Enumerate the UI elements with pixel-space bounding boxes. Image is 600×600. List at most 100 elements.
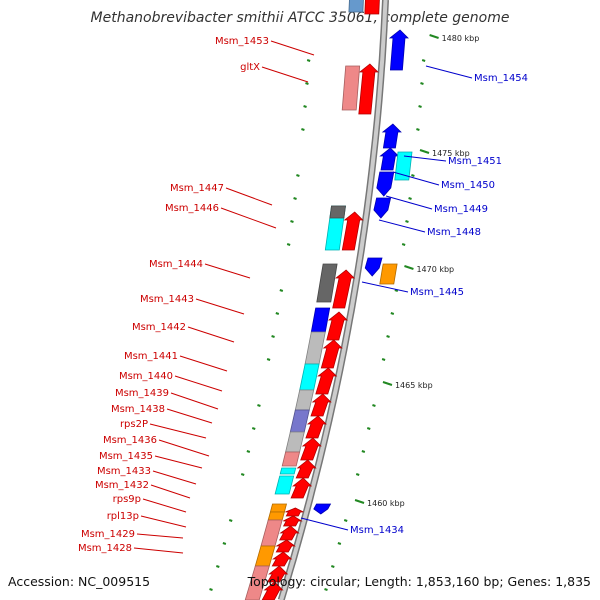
minor-tick — [271, 335, 275, 338]
minor-tick — [386, 335, 390, 338]
gene-feature — [285, 507, 304, 517]
gene-feature — [348, 0, 364, 13]
gene-feature — [379, 263, 398, 285]
minor-tick — [416, 128, 420, 131]
label-layer: Msm_1453 gltX Msm_1447 Msm_1446 Msm_1444 Msm_… — [78, 36, 528, 554]
major-tick — [382, 381, 393, 386]
label-connector — [187, 326, 235, 343]
minor-tick — [411, 174, 415, 177]
accession-text: Accession: NC_009515 — [8, 574, 150, 589]
label-connector — [179, 355, 228, 372]
minor-tick — [337, 542, 342, 545]
gene-feature — [364, 0, 380, 15]
gene-feature — [294, 389, 315, 411]
label-connector — [220, 207, 277, 229]
label-connector — [170, 392, 219, 410]
minor-tick — [408, 197, 412, 200]
gene-label-reverse: Msm_1449 — [434, 204, 488, 215]
minor-tick — [306, 59, 311, 62]
label-connector — [152, 470, 197, 485]
minor-tick — [394, 289, 399, 292]
label-connector — [425, 65, 473, 79]
minor-tick — [228, 519, 233, 522]
minor-tick — [418, 105, 422, 108]
label-connector — [158, 439, 210, 457]
label-connector — [361, 281, 409, 293]
gene-label-forward: Msm_1433 — [97, 466, 151, 477]
gene-feature — [269, 503, 288, 513]
minor-tick — [421, 59, 426, 62]
label-connector — [150, 484, 191, 499]
gene-feature — [376, 171, 395, 197]
label-connector — [225, 187, 273, 206]
gene-feature — [381, 123, 402, 149]
gene-feature — [289, 409, 310, 433]
gene-feature — [326, 311, 348, 341]
label-connector — [392, 171, 440, 186]
gene-feature — [290, 477, 313, 499]
gene-label-forward: Msm_1441 — [124, 351, 178, 362]
gene-feature — [254, 545, 276, 567]
minor-tick — [405, 220, 409, 223]
minor-tick — [290, 220, 294, 223]
tick-label: 1480 kbp — [442, 34, 480, 43]
gene-feature — [329, 205, 346, 219]
gene-feature — [282, 515, 303, 527]
label-connector — [142, 498, 187, 513]
gene-feature — [279, 467, 297, 475]
label-connector — [195, 298, 245, 315]
minor-tick — [209, 588, 213, 591]
gene-feature — [388, 29, 409, 71]
minor-tick — [366, 427, 371, 430]
topology-text: Topology: circular; Length: 1,853,160 bp… — [247, 574, 591, 589]
gene-feature — [299, 363, 320, 391]
label-connector — [166, 408, 213, 424]
gene-feature — [320, 339, 343, 369]
gene-feature — [305, 415, 327, 439]
gene-feature — [341, 211, 364, 251]
gene-feature — [379, 147, 400, 171]
label-connector — [174, 375, 223, 392]
gene-feature — [267, 511, 285, 521]
gene-label-reverse: Msm_1434 — [350, 525, 404, 536]
gene-feature — [266, 565, 289, 583]
tick-label: 1465 kbp — [395, 381, 433, 390]
gene-feature — [304, 331, 326, 365]
minor-tick — [286, 243, 291, 246]
gene-feature — [260, 519, 283, 547]
gene-label-forward: Msm_1442 — [132, 322, 186, 333]
label-connector — [133, 547, 184, 554]
minor-tick — [279, 289, 284, 292]
label-connector — [385, 195, 433, 210]
label-connector — [149, 423, 207, 439]
tick-layer: 1480 kbp 1475 kbp 1470 kbp 1465 kbp 1460 kbp — [209, 34, 480, 591]
minor-tick — [361, 450, 366, 453]
gene-feature — [310, 393, 332, 417]
map-title: Methanobrevibacter smithii ATCC 35061, c… — [91, 10, 510, 26]
gene-feature — [275, 539, 296, 553]
gene-feature — [310, 307, 331, 333]
gene-feature — [271, 551, 293, 567]
label-connector — [154, 455, 203, 469]
label-connector — [403, 155, 447, 162]
gene-feature — [341, 65, 361, 111]
gene-feature — [313, 503, 332, 515]
major-tick — [419, 149, 430, 154]
gene-feature — [261, 581, 284, 600]
minor-tick — [215, 565, 220, 568]
minor-tick — [381, 358, 386, 361]
gene-feature — [274, 475, 295, 495]
gene-label-forward: Msm_1428 — [78, 543, 132, 554]
gene-label-forward: Msm_1443 — [140, 294, 194, 305]
gene-label-forward: Msm_1446 — [165, 203, 219, 214]
gene-feature — [394, 151, 413, 181]
genome-backbone — [277, 0, 389, 600]
gene-feature — [332, 269, 356, 309]
gene-label-forward: Msm_1438 — [111, 404, 165, 415]
gene-label-forward: Msm_1436 — [103, 435, 157, 446]
gene-label-forward: rps2P — [120, 419, 148, 430]
gene-feature — [364, 257, 383, 277]
gene-label-forward: Msm_1447 — [170, 183, 224, 194]
